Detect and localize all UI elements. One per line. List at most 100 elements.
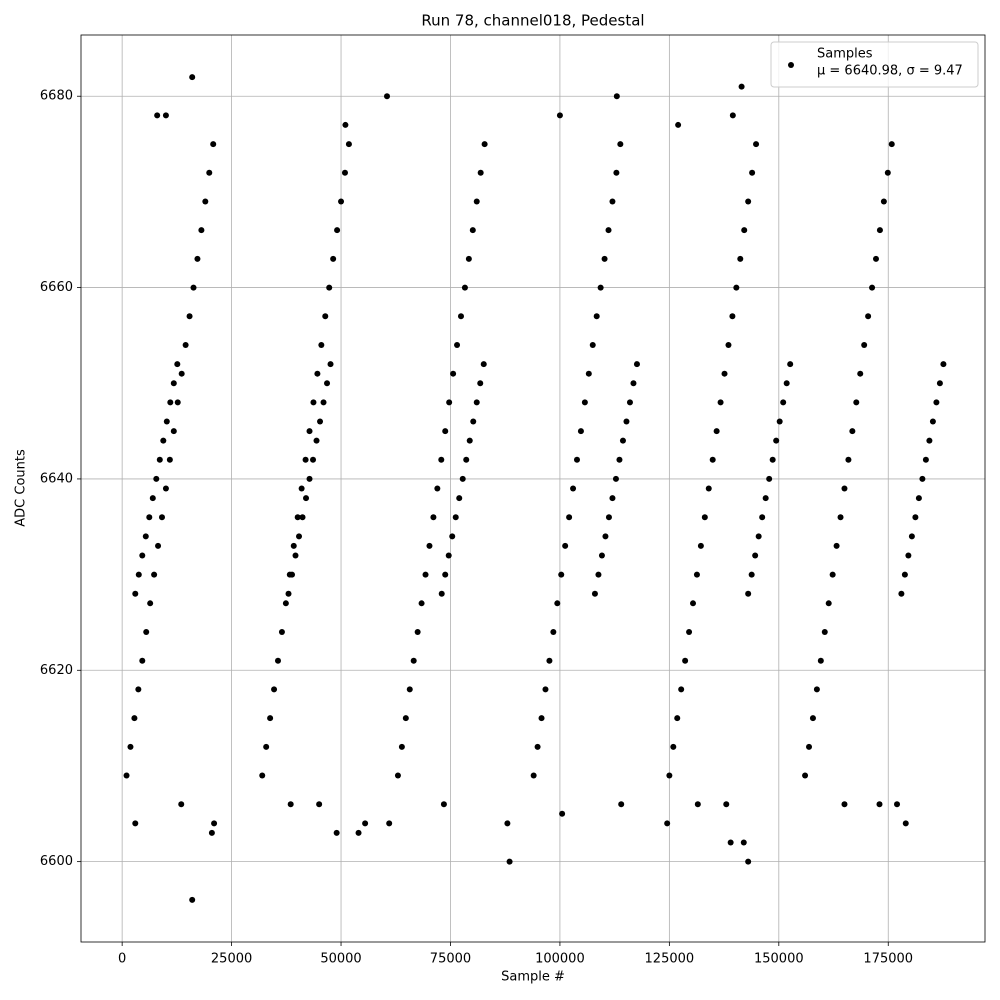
point: [861, 341, 868, 348]
point: [762, 495, 769, 502]
point: [386, 820, 393, 827]
point: [477, 380, 484, 387]
point: [506, 858, 513, 865]
point: [602, 533, 609, 540]
point: [139, 552, 146, 559]
point: [618, 801, 625, 808]
point: [837, 514, 844, 521]
point: [633, 361, 640, 368]
point: [163, 418, 170, 425]
point: [752, 552, 759, 559]
point: [143, 629, 150, 636]
point: [694, 801, 701, 808]
point: [422, 571, 429, 578]
point: [888, 141, 895, 148]
point: [857, 370, 864, 377]
point: [398, 743, 405, 750]
point: [146, 514, 153, 521]
point: [299, 514, 306, 521]
point: [438, 590, 445, 597]
point: [593, 313, 600, 320]
point: [287, 801, 294, 808]
point: [132, 820, 139, 827]
point: [306, 428, 313, 435]
point: [438, 456, 445, 463]
point: [709, 456, 716, 463]
point: [345, 141, 352, 148]
point: [898, 590, 905, 597]
point: [686, 629, 693, 636]
point: [186, 313, 193, 320]
y-tick-label: 6600: [40, 854, 73, 869]
point: [162, 485, 169, 492]
point: [142, 533, 149, 540]
point: [776, 418, 783, 425]
point: [156, 456, 163, 463]
point: [674, 715, 681, 722]
point: [457, 313, 464, 320]
point: [166, 456, 173, 463]
legend: Samples μ = 6640.98, σ = 9.47: [770, 41, 979, 88]
point: [605, 227, 612, 234]
point: [446, 399, 453, 406]
point: [748, 571, 755, 578]
point: [442, 428, 449, 435]
x-tick-label: 100000: [535, 952, 585, 967]
point: [802, 772, 809, 779]
point: [773, 437, 780, 444]
point: [664, 820, 671, 827]
point: [154, 112, 161, 119]
point: [626, 399, 633, 406]
point: [737, 255, 744, 262]
point: [355, 829, 362, 836]
point: [902, 820, 909, 827]
point: [194, 255, 201, 262]
legend-note: μ = 6640.98, σ = 9.47: [817, 64, 963, 79]
point: [410, 657, 417, 664]
point: [406, 686, 413, 693]
point: [465, 255, 472, 262]
point: [727, 839, 734, 846]
point: [147, 600, 154, 607]
point: [450, 370, 457, 377]
point: [461, 284, 468, 291]
point: [324, 380, 331, 387]
legend-label: Samples: [817, 47, 873, 62]
point: [267, 715, 274, 722]
point: [338, 198, 345, 205]
point: [841, 485, 848, 492]
point: [170, 380, 177, 387]
point: [178, 370, 185, 377]
point: [729, 112, 736, 119]
point: [127, 743, 134, 750]
point: [597, 284, 604, 291]
point: [449, 533, 456, 540]
x-tick-label: 175000: [863, 952, 913, 967]
point: [452, 514, 459, 521]
point: [271, 686, 278, 693]
point: [442, 571, 449, 578]
point: [206, 169, 213, 176]
point: [697, 542, 704, 549]
point: [149, 495, 156, 502]
point: [749, 169, 756, 176]
x-tick-label: 25000: [211, 952, 252, 967]
point: [139, 657, 146, 664]
point: [675, 121, 682, 128]
legend-box: [770, 41, 979, 88]
y-tick-label: 6620: [40, 663, 73, 678]
point: [821, 629, 828, 636]
point: [741, 227, 748, 234]
point: [162, 112, 169, 119]
y-tick-label: 6680: [40, 89, 73, 104]
point: [905, 552, 912, 559]
point: [294, 514, 301, 521]
point: [769, 456, 776, 463]
point: [740, 839, 747, 846]
point: [865, 313, 872, 320]
point: [298, 485, 305, 492]
point: [880, 198, 887, 205]
point: [613, 169, 620, 176]
